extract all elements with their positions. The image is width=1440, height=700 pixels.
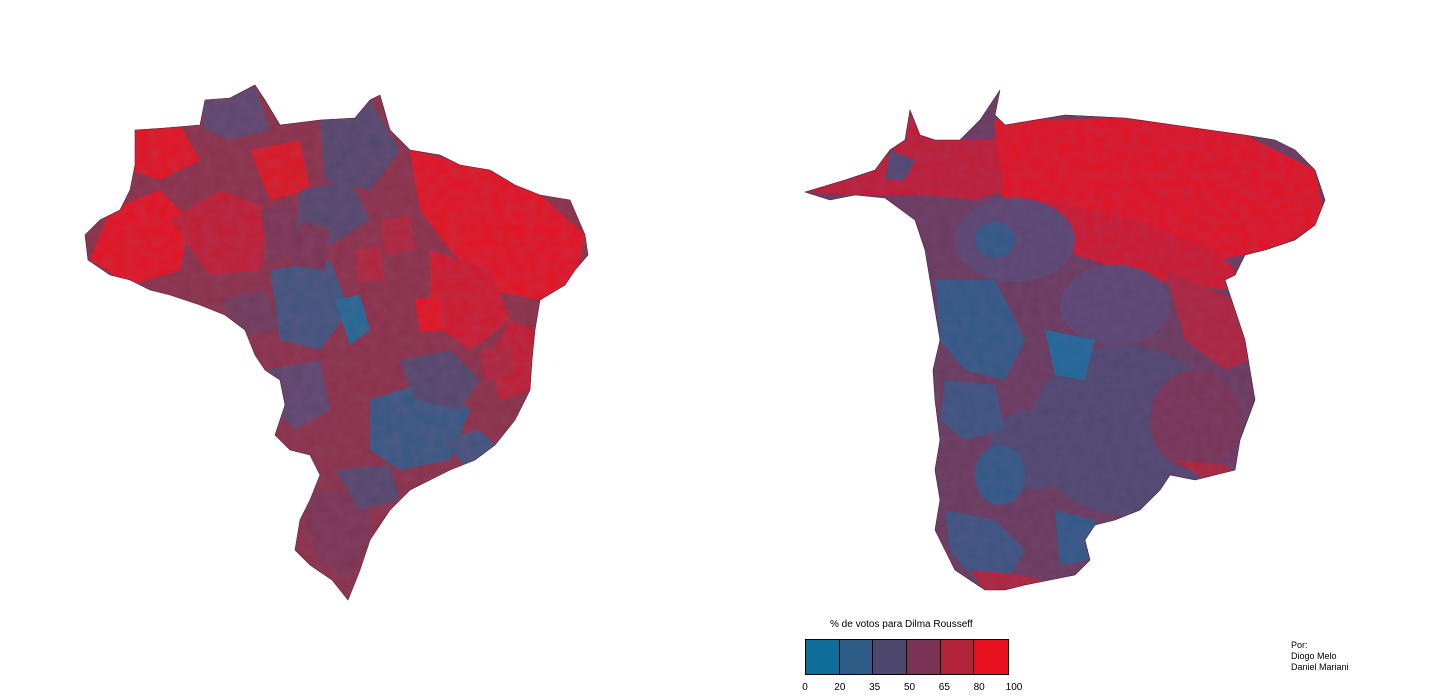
geographic-map-svg	[84, 84, 589, 601]
legend-tick-label: 0	[802, 682, 808, 693]
legend-tick-label: 65	[938, 682, 950, 693]
legend-tick-label: 20	[834, 682, 846, 693]
color-legend: % de votos para Dilma Rousseff 0 20 35 50 65…	[790, 615, 1040, 700]
credits-author-1: Diogo Melo	[1291, 651, 1337, 661]
legend-ticks: 0 20 35 50 65 80 100	[802, 682, 1022, 696]
legend-tick-label: 100	[1005, 682, 1023, 693]
credits-author-2: Daniel Mariani	[1291, 662, 1349, 672]
cartogram-map-svg	[803, 89, 1326, 591]
legend-tick-label: 80	[973, 682, 985, 693]
legend-title: % de votos para Dilma Rousseff	[830, 619, 973, 630]
legend-swatch-1	[839, 640, 874, 674]
credits: Por: Diogo Melo Daniel Mariani	[1291, 640, 1349, 673]
legend-tick-label: 50	[903, 682, 916, 693]
legend-color-bar	[805, 639, 1010, 675]
legend-swatch-2	[873, 640, 908, 674]
legend-swatch-4	[940, 640, 975, 674]
credits-heading: Por:	[1291, 640, 1308, 650]
cartogram-map	[795, 80, 1340, 605]
legend-swatch-3	[907, 640, 941, 674]
legend-tick-label: 35	[869, 682, 881, 693]
legend-swatch-5	[974, 640, 1009, 674]
geographic-map	[70, 70, 630, 610]
legend-swatch-0	[806, 640, 840, 674]
